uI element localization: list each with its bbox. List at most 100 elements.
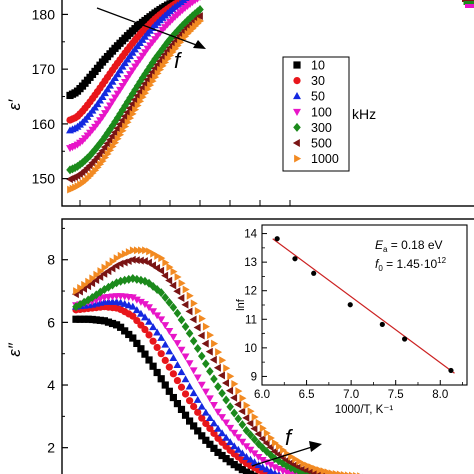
bottom-series-10-point [230,460,238,469]
bottom-series-1000-point [113,254,121,263]
bottom-series-50-point [201,408,210,416]
bottom-series-50-point [145,317,153,325]
bottom-series-500-point [213,363,221,372]
bottom-series-1000-point [73,287,81,296]
bottom-series-100-point [209,402,218,410]
top-series-50-point [93,100,102,108]
inset-y-tick-label: 11 [245,314,257,326]
top-series-500-point [105,135,113,144]
bottom-series-300-point [226,402,234,412]
top-series-1000-point [104,149,112,158]
bottom-series-10-point [161,381,169,389]
bottom-series-300-point [206,366,214,376]
bottom-series-500-point [136,256,144,265]
bottom-series-50-point [209,419,218,427]
top-series-50-point [106,81,114,89]
bottom-series-10-point [149,362,157,370]
bottom-series-300-point [230,408,239,418]
bottom-series-10-point [222,455,230,463]
bottom-series-1000-point [239,394,247,403]
bottom-frequency-arrow: f [251,425,322,467]
inset-data-point [292,256,298,262]
legend-marker-100 [293,108,301,116]
bottom-series-1000-point [263,429,271,438]
bottom-series-1000-point [312,464,320,473]
bottom-series-500-point [100,269,108,278]
bottom-series-10-point [190,422,198,430]
top-frequency-label: f [174,48,183,73]
top-series-1000-point [122,122,130,131]
top-series-500-point [115,120,123,129]
bottom-series-10-point [121,327,129,335]
bottom-series-100-point [205,395,214,403]
bottom-series-10-point [234,463,242,471]
bottom-series-1000-point [121,249,129,258]
top-y-tick-label: 170 [32,61,56,77]
top-series-500-point [98,146,106,155]
bottom-series-100-point [153,312,162,320]
top-series-100-point [195,0,200,3]
bottom-series-30-point [206,424,214,433]
legend-box [282,56,350,172]
bottom-series-300-point [108,280,117,290]
bottom-series-50-point [258,463,267,471]
bottom-series-10-point [165,387,173,395]
bottom-series-100-point [242,443,251,451]
top-series-500-point [143,75,151,84]
bottom-series-50-point [238,449,247,457]
top-series-1000-point [149,77,157,86]
top-y-tick-label: 160 [32,116,56,132]
bottom-series-100-point [250,450,259,458]
bottom-series-500-point [254,430,262,438]
bottom-series-30-point [157,350,165,358]
bottom-series-30-point [141,325,149,334]
bottom-series-10-point [76,315,84,323]
bottom-series-10-point [92,316,100,324]
bottom-series-300-point [157,288,165,298]
top-series-1000-point [129,109,137,118]
bottom-series-50-point [246,455,255,463]
bottom-series-500-point [92,276,100,285]
bottom-series-500-point [270,447,278,456]
bottom-series-30-point [190,402,198,411]
bottom-series-300-point [181,322,190,332]
top-series-300-point [196,4,204,14]
bottom-series-300-point [234,414,243,424]
bottom-series-1000-point [227,372,235,381]
top-y-axis: 150 160 170 180 [32,6,291,207]
bottom-series-1000-point [300,460,308,468]
bottom-series-500-point [230,393,238,402]
bottom-series-500-point [157,266,165,275]
bottom-series-1000-point [296,457,304,466]
bottom-series-100-point [230,429,239,437]
bottom-series-10-point [80,315,88,323]
bottom-series-500-point [161,271,169,280]
bottom-series-500-point [169,281,177,290]
top-series-50-point [121,59,129,67]
top-series-50-point [113,70,122,78]
bottom-series-100-point [254,453,263,461]
bottom-series-1000-point [85,277,93,286]
bottom-series-100-point [258,456,267,464]
inset-x-tick-label: 6.5 [299,389,315,401]
bottom-series-50-point [136,309,145,317]
inset-fit-line-segment [272,238,455,374]
legend-marker-10 [293,61,301,69]
bottom-series-100-point [145,304,153,312]
top-series-500-point [130,95,138,104]
bottom-series-50-point [242,452,251,460]
bottom-series-500-point [185,307,193,316]
bottom-series-10-point [157,375,165,383]
bottom-series-1000-point [211,339,219,348]
bottom-series-1000-point [178,279,186,288]
bottom-series-50-point [157,333,166,341]
bottom-series-1000-point [231,379,239,388]
bottom-series-1000-point [89,274,97,283]
top-series-1000 [67,17,205,194]
top-series-1000-point [142,89,150,98]
bottom-series-1000-point [320,467,328,474]
top-series-1000-point [117,130,125,139]
top-frequency-arrow: f [96,7,206,73]
bottom-series-300-point [238,420,247,430]
